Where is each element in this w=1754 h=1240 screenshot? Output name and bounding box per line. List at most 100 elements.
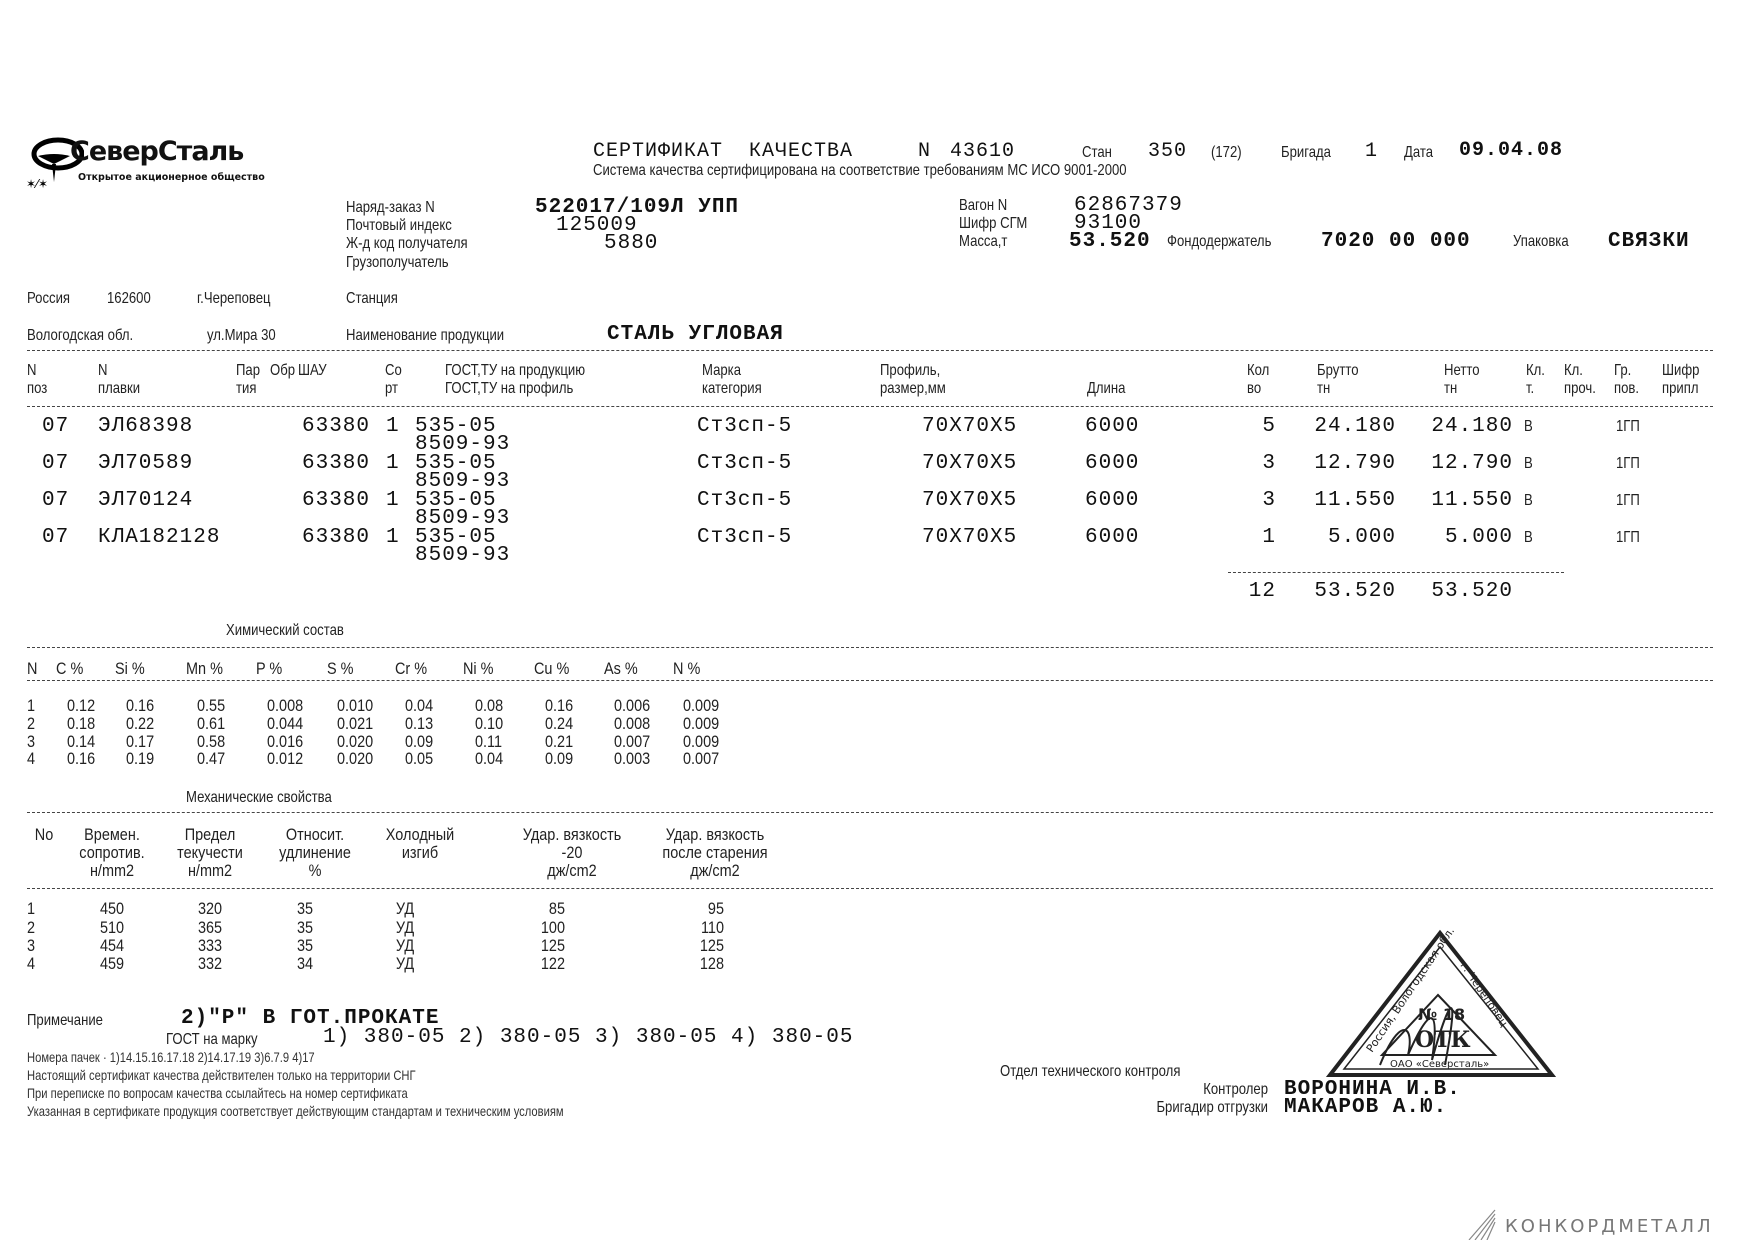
column-header: Пар (236, 362, 261, 379)
batch-number: 63380 (301, 415, 370, 438)
property-value: 510 (99, 918, 125, 937)
otk-stamp: № 18 ОТК ОАО «Северсталь» Россия, Волого… (1325, 925, 1557, 1077)
element-value: 0.021 (337, 714, 374, 733)
element-value: 0.14 (67, 732, 96, 751)
property-value: 450 (99, 899, 125, 918)
element-value: 0.04 (405, 696, 434, 715)
grade: 1 (386, 415, 400, 438)
steel-grade: Ст3сп-5 (697, 452, 793, 475)
column-header: тия (236, 380, 257, 397)
property-value: УД (395, 954, 415, 973)
column-header: Времен. (84, 825, 140, 844)
column-header: поз (27, 380, 48, 397)
column-header: ГОСТ,ТУ на продукцию (445, 362, 586, 379)
property-value: 35 (296, 918, 314, 937)
mill-value: 350 (1148, 140, 1188, 163)
element-value: 0.12 (67, 696, 96, 715)
quantity: 3 (1262, 452, 1276, 475)
column-header: Удар. вязкость (522, 825, 622, 844)
surface-group: 1ГП (1616, 455, 1640, 472)
column-header: размер,мм (880, 380, 946, 397)
total-net: 53.520 (1431, 580, 1513, 603)
gost-grade-values: 1) 380-05 2) 380-05 3) 380-05 4) 380-05 (323, 1026, 854, 1049)
column-header: тн (1444, 380, 1458, 397)
gost-product: 535-05 (415, 489, 497, 512)
element-value: 0.044 (267, 714, 304, 733)
certificate-number: 43610 (950, 140, 1016, 163)
logo-tagline: Открытое акционерное общество (78, 172, 265, 183)
wagon-label: Вагон N (959, 197, 1008, 214)
element-value: 0.05 (405, 749, 434, 768)
column-header: изгиб (401, 843, 439, 862)
column-header: Кол (1247, 362, 1270, 379)
column-header: Предел (184, 825, 236, 844)
mass-value: 53.520 (1069, 230, 1151, 253)
mill-code: (172) (1211, 144, 1242, 161)
column-header: во (1247, 380, 1262, 397)
element-value: 0.007 (683, 749, 720, 768)
column-header: Профиль, (880, 362, 941, 379)
element-value: 0.17 (126, 732, 155, 751)
element-value: 0.13 (405, 714, 434, 733)
column-header: проч. (1564, 380, 1596, 397)
column-header: Кл. (1526, 362, 1545, 379)
watermark-emblem-icon (1468, 1209, 1496, 1240)
class: В (1524, 492, 1533, 509)
gost-product: 535-05 (415, 415, 497, 438)
net-weight: 12.790 (1431, 452, 1513, 475)
note-label: Примечание (27, 1012, 103, 1029)
column-header: % (308, 861, 322, 880)
severstal-logo: ✶⁄✶ СеверСталь Открытое акционерное обще… (24, 134, 294, 190)
profile-size: 70X70X5 (922, 452, 1018, 475)
steel-grade: Ст3сп-5 (697, 489, 793, 512)
element-value: 0.009 (683, 696, 720, 715)
grade: 1 (386, 489, 400, 512)
zip: 162600 (107, 290, 151, 307)
element-value: 0.008 (614, 714, 651, 733)
column-header: н/mm2 (187, 861, 233, 880)
fund-holder-value: 7020 00 000 (1321, 230, 1471, 253)
element-value: 0.24 (545, 714, 574, 733)
class: В (1524, 418, 1533, 435)
property-value: 320 (197, 899, 223, 918)
property-value: 34 (296, 954, 314, 973)
quantity: 3 (1262, 489, 1276, 512)
element-value: 0.61 (197, 714, 226, 733)
gost-product: 535-05 (415, 526, 497, 549)
column-header: удлинение (279, 843, 351, 862)
element-value: 0.008 (267, 696, 304, 715)
row-number: 1 (27, 696, 36, 715)
divider (27, 647, 1713, 648)
property-value: УД (395, 899, 415, 918)
property-value: 125 (699, 936, 724, 955)
surface-group: 1ГП (1616, 492, 1640, 509)
gross-weight: 24.180 (1314, 415, 1396, 438)
validity-note: Настоящий сертификат качества действител… (27, 1067, 416, 1083)
stamp-dept: ОТК (1415, 1027, 1471, 1053)
property-value: 95 (707, 899, 724, 918)
element-value: 0.007 (614, 732, 651, 751)
net-weight: 11.550 (1431, 489, 1513, 512)
column-header: Mn % (186, 659, 223, 678)
column-header: Обр (270, 362, 296, 379)
column-header: N (27, 362, 37, 379)
order-value: 522017/109Л УПП (535, 196, 740, 219)
batch-number: 63380 (301, 526, 370, 549)
gost-profile: 8509-93 (415, 507, 511, 530)
column-header: т. (1526, 380, 1535, 397)
property-value: 85 (548, 899, 565, 918)
element-value: 0.18 (67, 714, 96, 733)
gost-profile: 8509-93 (415, 433, 511, 456)
element-value: 0.58 (197, 732, 226, 751)
certificate-number-label: N (918, 140, 932, 163)
column-header: -20 (561, 843, 583, 862)
column-header: тн (1317, 380, 1331, 397)
element-value: 0.16 (126, 696, 155, 715)
row-number: 4 (27, 954, 36, 973)
controller-label: Контролер (1203, 1081, 1268, 1098)
mill-label: Стан (1082, 144, 1112, 161)
gost-product: 535-05 (415, 452, 497, 475)
column-header: Нетто (1444, 362, 1480, 379)
quantity: 5 (1262, 415, 1276, 438)
certificate-title: СЕРТИФИКАТ КАЧЕСТВА (593, 140, 854, 163)
